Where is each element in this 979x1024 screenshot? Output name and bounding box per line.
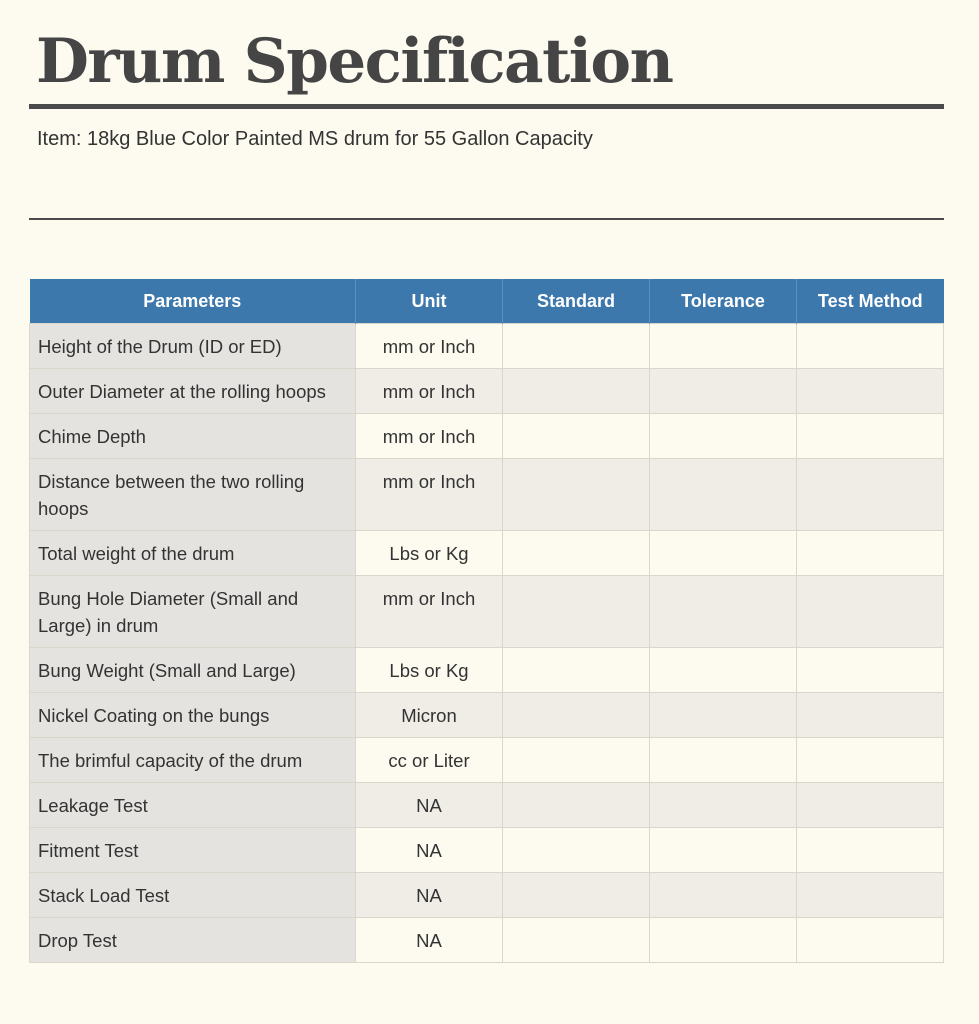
unit-cell: Micron — [355, 692, 503, 738]
header-test-method: Test Method — [796, 279, 944, 324]
parameter-cell: Outer Diameter at the rolling hoops — [29, 368, 356, 414]
parameter-cell: Stack Load Test — [29, 872, 356, 918]
unit-cell: mm or Inch — [355, 413, 503, 459]
parameter-cell: Bung Hole Diameter (Small and Large) in … — [29, 575, 356, 648]
parameter-cell: Chime Depth — [29, 413, 356, 459]
test-method-cell — [796, 575, 944, 648]
tolerance-cell — [649, 458, 797, 531]
test-method-cell — [796, 692, 944, 738]
parameter-cell: Distance between the two rolling hoops — [29, 458, 356, 531]
test-method-cell — [796, 737, 944, 783]
parameter-cell: Nickel Coating on the bungs — [29, 692, 356, 738]
test-method-cell — [796, 530, 944, 576]
tolerance-cell — [649, 575, 797, 648]
standard-cell — [502, 647, 650, 693]
standard-cell — [502, 530, 650, 576]
standard-cell — [502, 872, 650, 918]
test-method-cell — [796, 827, 944, 873]
standard-cell — [502, 368, 650, 414]
parameter-cell: Total weight of the drum — [29, 530, 356, 576]
tolerance-cell — [649, 782, 797, 828]
standard-cell — [502, 917, 650, 963]
document-title: Drum Specification — [36, 26, 674, 97]
header-tolerance: Tolerance — [649, 279, 797, 324]
unit-cell: NA — [355, 782, 503, 828]
standard-cell — [502, 737, 650, 783]
unit-cell: Lbs or Kg — [355, 530, 503, 576]
header-row: Parameters Unit Standard Tolerance Test … — [29, 279, 944, 324]
header-standard: Standard — [502, 279, 650, 324]
test-method-cell — [796, 782, 944, 828]
unit-cell: Lbs or Kg — [355, 647, 503, 693]
header-parameters: Parameters — [29, 279, 356, 324]
table-row: Height of the Drum (ID or ED) mm or Inch — [29, 323, 944, 369]
test-method-cell — [796, 368, 944, 414]
table-row: Nickel Coating on the bungs Micron — [29, 692, 944, 738]
unit-cell: mm or Inch — [355, 458, 503, 531]
header-unit: Unit — [355, 279, 503, 324]
table-row: Drop Test NA — [29, 917, 944, 963]
table-row: Chime Depth mm or Inch — [29, 413, 944, 459]
test-method-cell — [796, 647, 944, 693]
tolerance-cell — [649, 413, 797, 459]
unit-cell: NA — [355, 917, 503, 963]
tolerance-cell — [649, 917, 797, 963]
unit-cell: mm or Inch — [355, 368, 503, 414]
table-row: Stack Load Test NA — [29, 872, 944, 918]
test-method-cell — [796, 458, 944, 531]
parameter-cell: Drop Test — [29, 917, 356, 963]
test-method-cell — [796, 917, 944, 963]
unit-cell: NA — [355, 872, 503, 918]
table-body: Height of the Drum (ID or ED) mm or Inch O… — [29, 323, 944, 963]
standard-cell — [502, 323, 650, 369]
test-method-cell — [796, 323, 944, 369]
test-method-cell — [796, 413, 944, 459]
item-description: Item: 18kg Blue Color Painted MS drum fo… — [37, 128, 593, 150]
tolerance-cell — [649, 872, 797, 918]
parameter-cell: Height of the Drum (ID or ED) — [29, 323, 356, 369]
table-row: Outer Diameter at the rolling hoops mm or… — [29, 368, 944, 414]
test-method-cell — [796, 872, 944, 918]
tolerance-cell — [649, 827, 797, 873]
table-row: Fitment Test NA — [29, 827, 944, 873]
specification-table: Parameters Unit Standard Tolerance Test … — [29, 279, 944, 963]
table-row: Distance between the two rolling hoops mm… — [29, 458, 944, 531]
table-row: Bung Hole Diameter (Small and Large) in … — [29, 575, 944, 648]
unit-cell: NA — [355, 827, 503, 873]
tolerance-cell — [649, 647, 797, 693]
parameter-cell: Leakage Test — [29, 782, 356, 828]
tolerance-cell — [649, 737, 797, 783]
standard-cell — [502, 575, 650, 648]
table-row: Total weight of the drum Lbs or Kg — [29, 530, 944, 576]
unit-cell: mm or Inch — [355, 575, 503, 648]
standard-cell — [502, 413, 650, 459]
standard-cell — [502, 782, 650, 828]
standard-cell — [502, 692, 650, 738]
parameter-cell: The brimful capacity of the drum — [29, 737, 356, 783]
standard-cell — [502, 827, 650, 873]
table-row: The brimful capacity of the drum cc or Li… — [29, 737, 944, 783]
table-row: Leakage Test NA — [29, 782, 944, 828]
tolerance-cell — [649, 692, 797, 738]
parameter-cell: Bung Weight (Small and Large) — [29, 647, 356, 693]
tolerance-cell — [649, 368, 797, 414]
section-divider — [29, 218, 944, 220]
unit-cell: cc or Liter — [355, 737, 503, 783]
tolerance-cell — [649, 530, 797, 576]
table-header: Parameters Unit Standard Tolerance Test … — [29, 279, 944, 324]
unit-cell: mm or Inch — [355, 323, 503, 369]
parameter-cell: Fitment Test — [29, 827, 356, 873]
tolerance-cell — [649, 323, 797, 369]
title-divider — [29, 104, 944, 109]
table-row: Bung Weight (Small and Large) Lbs or Kg — [29, 647, 944, 693]
standard-cell — [502, 458, 650, 531]
